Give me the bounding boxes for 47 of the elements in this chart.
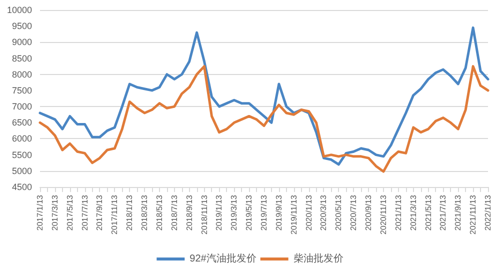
y-tick-label: 10000 [6, 5, 32, 15]
y-tick-label: 5000 [12, 166, 32, 176]
x-tick-label: 2019/1/13 [214, 194, 224, 231]
line-series [38, 26, 490, 166]
x-tick-label: 2022/1/13 [484, 194, 492, 231]
x-tick-label: 2018/11/13 [200, 194, 209, 234]
x-tick-label: 2017/5/13 [65, 194, 74, 231]
y-tick-label: 5500 [12, 150, 32, 160]
line-series [38, 65, 490, 173]
y-tick-label: 6500 [12, 118, 32, 128]
y-tick-label: 9000 [12, 37, 32, 48]
x-tick-label: 2020/1/13 [304, 194, 314, 231]
x-tick-label: 2020/11/13 [378, 194, 388, 234]
x-tick-label: 2020/5/13 [334, 194, 344, 231]
x-tick-label: 2021/3/13 [408, 194, 418, 231]
y-tick-label: 4500 [12, 182, 32, 192]
y-tick-label: 8000 [12, 69, 32, 80]
y-tick-label: 9500 [12, 21, 32, 32]
y-tick-label: 6000 [12, 134, 32, 144]
x-tick-label: 2017/3/13 [50, 194, 60, 231]
x-tick-label: 2020/7/13 [349, 194, 358, 231]
legend-label: 92#汽油批发价 [190, 252, 256, 264]
x-tick-label: 2020/3/13 [319, 194, 328, 231]
x-tick-label: 2018/5/13 [154, 194, 164, 231]
x-tick-label: 2019/7/13 [260, 194, 268, 231]
legend-label: 柴油批发价 [293, 252, 344, 264]
y-tick-label: 8500 [12, 53, 32, 64]
x-tick-label: 2017/11/13 [110, 194, 120, 234]
x-tick-label: 2019/5/13 [244, 194, 254, 231]
x-tick-label: 2017/9/13 [95, 194, 104, 231]
x-tick-label: 2021/1/13 [394, 194, 403, 231]
x-tick-label: 2018/3/13 [140, 194, 150, 231]
x-tick-label: 2019/3/13 [230, 194, 239, 231]
x-tick-label: 2020/9/13 [364, 194, 374, 231]
x-tick-label: 2019/9/13 [274, 194, 284, 231]
y-tick-label: 7000 [12, 102, 32, 112]
x-tick-label: 2021/5/13 [424, 194, 433, 231]
x-tick-label: 2018/9/13 [184, 194, 194, 231]
x-tick-label: 2021/7/13 [438, 194, 448, 231]
x-tick-label: 2018/1/13 [125, 194, 134, 231]
x-tick-label: 2018/7/13 [170, 194, 179, 231]
x-tick-label: 2021/9/13 [454, 194, 463, 231]
x-tick-label: 2021/11/13 [468, 194, 478, 234]
x-tick-label: 2017/1/13 [36, 194, 44, 231]
x-tick-label: 2019/11/13 [289, 194, 298, 234]
x-tick-label: 2017/7/13 [80, 194, 90, 231]
y-tick-label: 7500 [12, 85, 32, 96]
